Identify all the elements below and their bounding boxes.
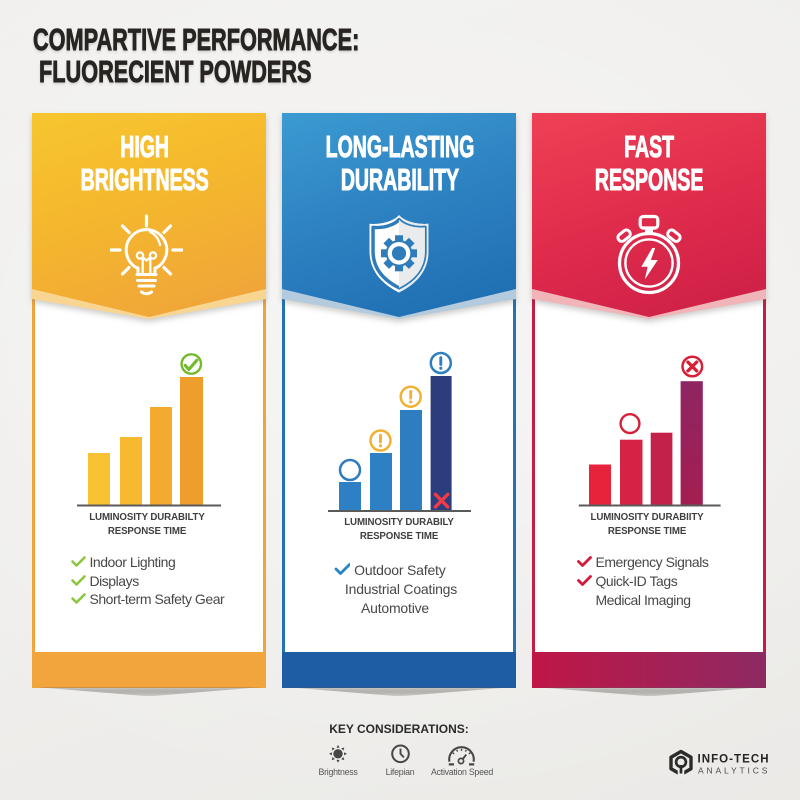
svg-text:ANALYTICS: ANALYTICS [698, 766, 770, 776]
svg-text:INFO-TECH: INFO-TECH [698, 754, 770, 766]
svg-text:LUMINOSITY DURABIITY: LUMINOSITY DURABIITY [591, 512, 705, 523]
svg-text:LUMINOSITY DURABILTY: LUMINOSITY DURABILTY [89, 512, 205, 523]
svg-text:LUMINOSITY DURABILY: LUMINOSITY DURABILY [344, 517, 454, 528]
svg-text:RESPONSE TIME: RESPONSE TIME [360, 531, 439, 542]
svg-text:RESPONSE TIME: RESPONSE TIME [608, 526, 687, 537]
svg-text:RESPONSE TIME: RESPONSE TIME [108, 526, 187, 537]
